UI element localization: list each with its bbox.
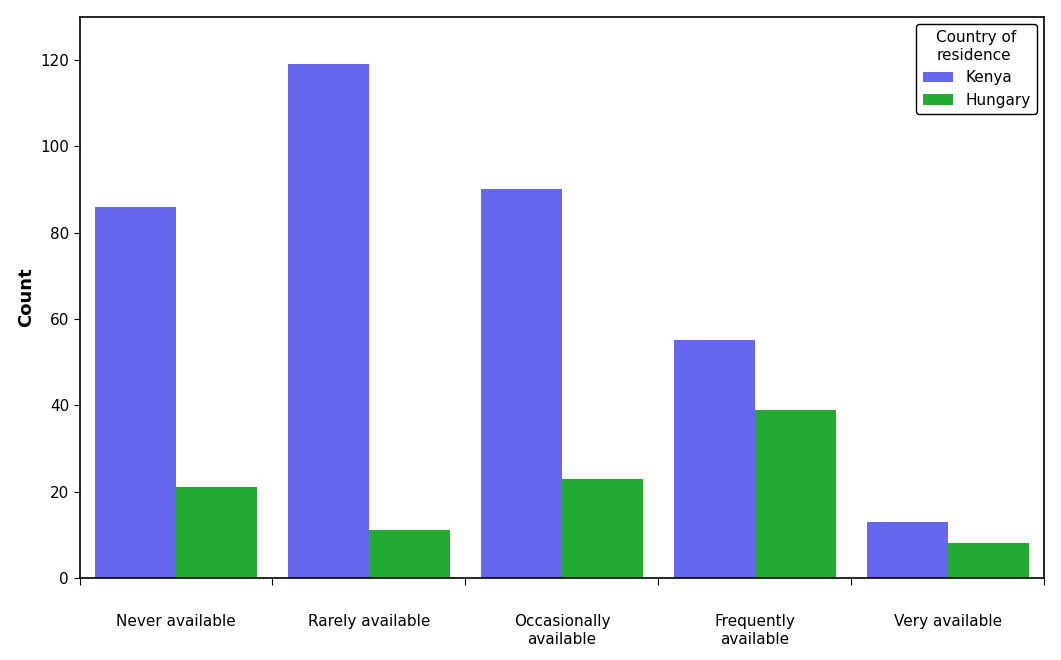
Bar [288, 64, 369, 578]
Bar [947, 543, 1029, 578]
Bar [674, 341, 754, 578]
Bar [867, 522, 947, 578]
Bar [562, 478, 643, 578]
Text: Frequently
available: Frequently available [714, 614, 796, 647]
Bar [369, 531, 450, 578]
Text: Occasionally
available: Occasionally available [514, 614, 610, 647]
Bar [481, 189, 562, 578]
Text: Very available: Very available [893, 614, 1002, 630]
Bar [176, 487, 257, 578]
Legend: Kenya, Hungary: Kenya, Hungary [917, 24, 1037, 114]
Bar [94, 207, 176, 578]
Text: Never available: Never available [116, 614, 236, 630]
Bar [754, 410, 836, 578]
Y-axis label: Count: Count [17, 267, 35, 327]
Text: Rarely available: Rarely available [308, 614, 430, 630]
